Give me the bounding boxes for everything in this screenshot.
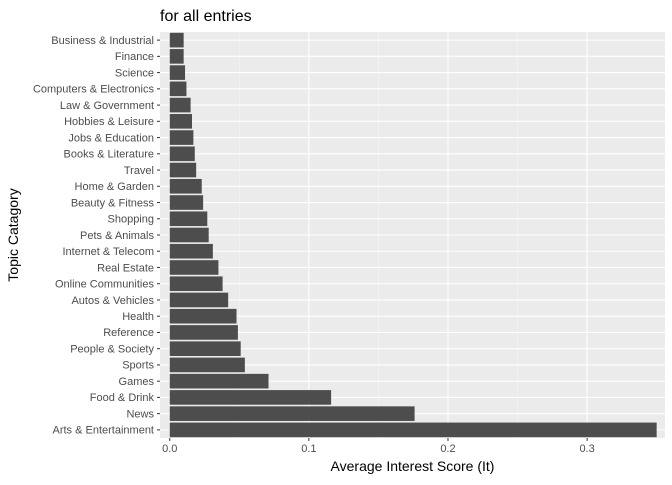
x-tick-label: 0.0	[162, 443, 177, 455]
y-tick-label: Beauty & Fitness	[71, 197, 155, 209]
y-tick-label: Health	[122, 311, 154, 323]
x-tick-label: 0.1	[301, 443, 316, 455]
y-axis: Business & Industrial Finance Science Compu…	[33, 35, 160, 437]
y-tick-label: Internet & Telecom	[62, 246, 154, 258]
bar	[169, 406, 415, 421]
bar	[169, 65, 186, 80]
y-tick-label: Games	[119, 376, 155, 388]
bar	[169, 81, 187, 97]
bar	[169, 32, 184, 48]
bar	[169, 260, 219, 275]
x-tick-label: 0.3	[579, 443, 594, 455]
x-tick-label: 0.2	[440, 443, 455, 455]
bar	[169, 146, 195, 162]
bar	[169, 292, 229, 308]
bar	[169, 211, 208, 227]
bar	[169, 114, 192, 129]
y-tick-label: Sports	[122, 360, 154, 372]
bar	[169, 243, 213, 259]
y-tick-label: People & Society	[70, 343, 154, 355]
y-tick-label: Hobbies & Leisure	[64, 116, 154, 128]
y-tick-label: Science	[115, 67, 154, 79]
y-tick-label: Reference	[103, 327, 154, 339]
bar	[169, 49, 184, 64]
bar	[169, 227, 209, 243]
y-tick-label: Finance	[115, 51, 154, 63]
major-gridlines	[160, 32, 665, 438]
bar	[169, 341, 241, 356]
y-tick-label: Real Estate	[97, 262, 154, 274]
y-tick-label: Online Communities	[55, 279, 155, 291]
bar	[169, 195, 204, 210]
y-tick-label: Law & Government	[60, 100, 154, 112]
bar	[169, 276, 223, 292]
y-tick-label: Autos & Vehicles	[71, 295, 154, 307]
x-axis: 0.0 0.1 0.2 0.3	[162, 438, 595, 455]
y-tick-label: Jobs & Education	[68, 132, 154, 144]
y-tick-label: Food & Drink	[90, 392, 155, 404]
bar	[169, 325, 238, 340]
bar	[169, 308, 237, 324]
bar	[169, 130, 194, 145]
y-tick-label: Business & Industrial	[51, 35, 154, 47]
y-tick-label: Computers & Electronics	[33, 84, 155, 96]
bar	[169, 390, 332, 405]
bar	[169, 357, 245, 373]
x-axis-title: Average Interest Score (It)	[331, 458, 495, 474]
bar	[169, 373, 269, 389]
y-tick-label: Pets & Animals	[80, 230, 154, 242]
bar	[169, 422, 657, 438]
bar	[169, 162, 197, 178]
y-tick-label: Shopping	[108, 214, 155, 226]
y-tick-label: Home & Garden	[75, 181, 154, 193]
y-axis-title: Topic Catagory	[5, 188, 21, 281]
bars	[169, 32, 657, 438]
bar	[169, 178, 202, 194]
y-tick-label: Arts & Entertainment	[53, 425, 155, 437]
bar	[169, 97, 191, 113]
y-tick-label: Travel	[124, 165, 154, 177]
y-tick-label: Books & Literature	[64, 149, 155, 161]
y-tick-label: News	[126, 408, 154, 420]
chart-title: for all entries	[160, 8, 252, 25]
